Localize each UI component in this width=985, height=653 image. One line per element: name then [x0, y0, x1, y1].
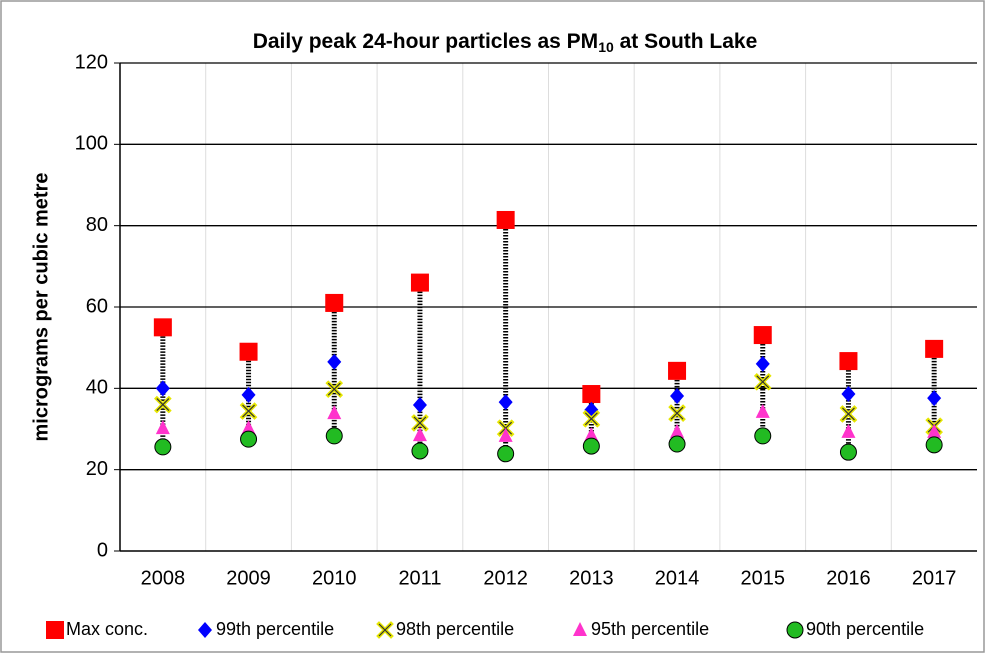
marker-triangle: [927, 423, 942, 438]
y-tick-label: 0: [97, 539, 108, 561]
x-tick-label: 2012: [483, 567, 528, 589]
legend-marker: [198, 622, 212, 638]
marker-diamond: [412, 397, 427, 414]
x-tick-label: 2009: [226, 567, 271, 589]
marker-x-outline: [156, 398, 170, 412]
y-tick-label: 100: [75, 133, 108, 155]
marker-triangle: [241, 420, 256, 435]
marker-triangle: [755, 403, 770, 418]
legend-label: 99th percentile: [216, 619, 334, 639]
x-tick-label: 2008: [141, 567, 186, 589]
marker-x-outline: [842, 407, 855, 421]
y-axis-label: micrograms per cubic metre: [30, 173, 52, 442]
marker-triangle: [584, 427, 599, 442]
marker-triangle: [841, 423, 856, 438]
y-tick-label: 40: [86, 377, 108, 399]
marker-x-outline: [327, 382, 341, 396]
marker-circle: [668, 435, 686, 453]
marker-x-outline: [756, 375, 770, 389]
marker-square: [668, 361, 687, 380]
marker-square: [496, 210, 515, 229]
marker-x-outline: [584, 412, 598, 426]
marker-diamond: [498, 394, 513, 411]
marker-square: [153, 318, 172, 337]
y-tick-label: 20: [86, 458, 108, 480]
title-part: at South Lake: [614, 30, 758, 53]
marker-square: [753, 326, 772, 345]
legend-label: 90th percentile: [806, 619, 924, 639]
marker-diamond: [327, 353, 342, 370]
marker-square: [239, 342, 258, 361]
marker-circle: [839, 443, 857, 461]
y-tick-label: 80: [86, 214, 108, 236]
marker-circle: [497, 445, 515, 463]
marker-triangle: [670, 423, 685, 438]
marker-circle: [240, 430, 258, 448]
marker-square: [582, 385, 601, 404]
marker-triangle: [498, 427, 513, 442]
x-tick-label: 2010: [312, 567, 357, 589]
marker-triangle: [155, 420, 170, 435]
legend-label: 95th percentile: [591, 619, 709, 639]
legend-marker: [46, 621, 64, 639]
x-tick-label: 2017: [912, 567, 957, 589]
y-tick-label: 60: [86, 295, 108, 317]
marker-square: [325, 293, 344, 312]
marker-square: [925, 339, 944, 358]
marker-circle: [582, 437, 600, 455]
marker-circle: [411, 442, 429, 460]
chart-title: Daily peak 24-hour particles as PM10 at …: [253, 30, 758, 55]
marker-diamond: [670, 388, 685, 405]
marker-x-outline: [413, 416, 427, 430]
x-tick-label: 2016: [826, 567, 871, 589]
legend-marker-outline: [378, 623, 392, 637]
legend-marker: [573, 622, 587, 636]
marker-triangle: [327, 405, 342, 420]
marker-circle: [754, 427, 772, 445]
legend-label: 98th percentile: [396, 619, 514, 639]
legend-label: Max conc.: [66, 619, 148, 639]
title-subscript: 10: [598, 39, 614, 55]
marker-circle: [325, 427, 343, 445]
marker-square: [410, 273, 429, 292]
marker-diamond: [755, 355, 770, 372]
marker-circle: [925, 436, 943, 454]
marker-square: [839, 352, 858, 371]
marker-diamond: [927, 390, 942, 407]
x-tick-label: 2014: [655, 567, 700, 589]
x-tick-label: 2015: [741, 567, 786, 589]
marker-x-outline: [670, 406, 684, 420]
x-tick-label: 2013: [569, 567, 614, 589]
marker-diamond: [841, 386, 856, 403]
marker-triangle: [412, 427, 427, 442]
x-tick-label: 2011: [398, 567, 441, 589]
title-part: Daily peak 24-hour particles as PM: [253, 30, 598, 53]
marker-x-outline: [242, 404, 255, 418]
marker-circle: [154, 438, 172, 456]
legend-marker: [786, 621, 804, 639]
y-tick-label: 120: [75, 51, 108, 73]
marker-diamond: [241, 386, 256, 403]
marker-diamond: [155, 380, 170, 397]
